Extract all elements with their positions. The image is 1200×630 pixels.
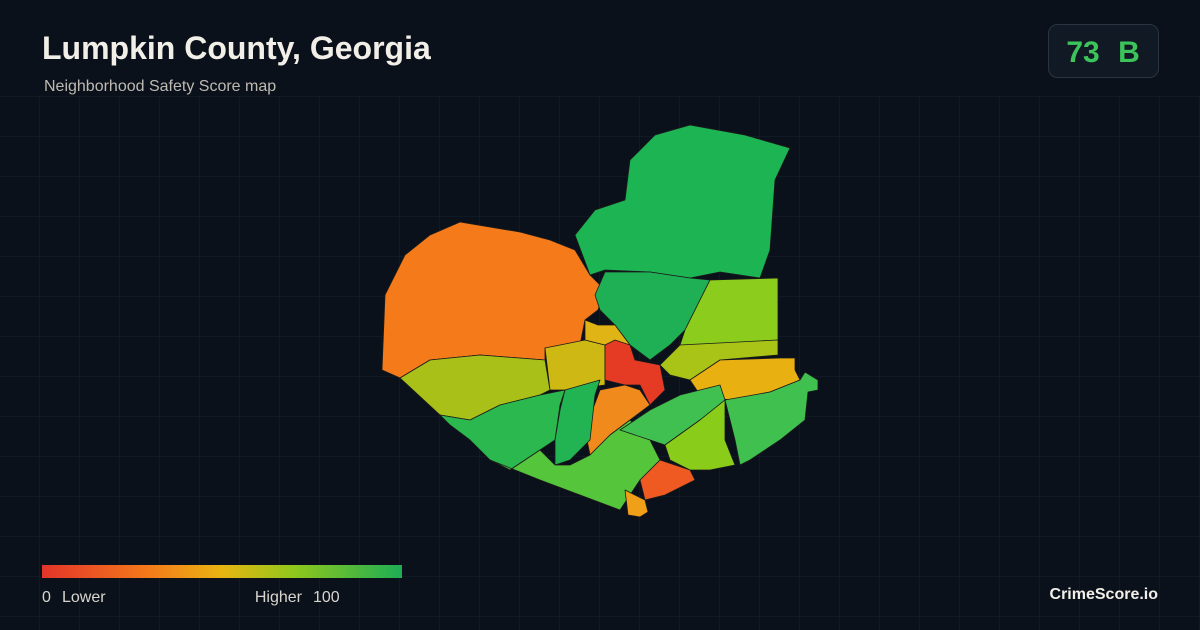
- legend-min-label: Lower: [62, 589, 106, 606]
- legend: 0 Lower Higher 100: [42, 565, 402, 606]
- badge-box: [1048, 24, 1159, 78]
- legend-gradient: [42, 565, 402, 578]
- score-grade: B: [1118, 36, 1140, 69]
- region: [664, 399, 736, 471]
- legend-max-label: Higher: [255, 589, 303, 606]
- region: [554, 379, 601, 466]
- region: [624, 489, 649, 518]
- region: [724, 371, 819, 466]
- title: Lumpkin County, Georgia: [42, 30, 431, 66]
- region: [574, 124, 791, 279]
- region: [604, 339, 666, 406]
- legend-max: 100: [313, 589, 340, 606]
- subtitle: Neighborhood Safety Score map: [44, 78, 276, 95]
- legend-min: 0: [42, 589, 51, 606]
- score-badge: 73 B: [1048, 24, 1159, 78]
- brand: CrimeScore.io: [1050, 586, 1159, 603]
- map: [381, 124, 819, 518]
- score-value: 73: [1066, 36, 1099, 69]
